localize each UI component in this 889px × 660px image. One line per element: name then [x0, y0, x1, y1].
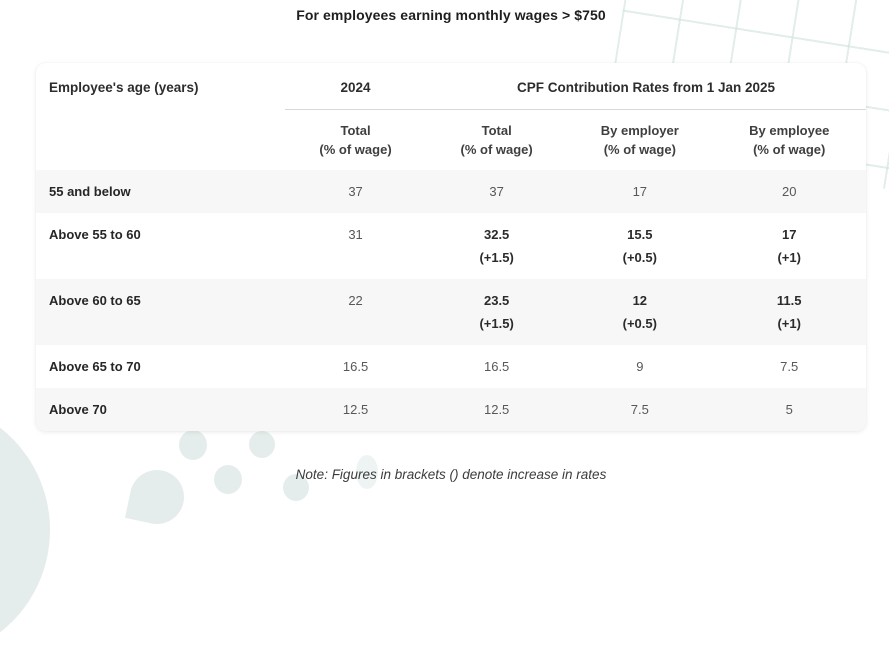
rates-table-card: Employee's age (years) 2024 CPF Contribu… [36, 63, 866, 431]
header-empty [36, 110, 285, 171]
rate-cell: 7.5 [567, 388, 713, 431]
rate-value: 9 [636, 359, 644, 374]
rate-cell: 37 [285, 170, 427, 213]
age-cell: Above 70 [36, 388, 285, 431]
rate-cell: 16.5 [285, 345, 426, 388]
header-row-sub: Total (% of wage) Total (% of wage) By e… [36, 110, 866, 171]
header-by-employee: By employee (% of wage) [712, 110, 866, 171]
header-2025: CPF Contribution Rates from 1 Jan 2025 [426, 63, 866, 110]
rate-increase: (+0.5) [622, 316, 657, 331]
header-row-main: Employee's age (years) 2024 CPF Contribu… [36, 63, 866, 110]
rate-cell: 12.5 [426, 388, 568, 431]
rate-cell: 23.5 (+1.5) [426, 279, 568, 345]
rate-value: 16.5 [483, 359, 510, 374]
rate-cell: 17 [567, 170, 713, 213]
rate-cell: 12.5 [285, 388, 427, 431]
rate-increase: (+1) [777, 316, 801, 331]
rate-value: 17 [781, 227, 797, 242]
table-row: Above 65 to 70 16.5 16.5 9 7.5 [36, 345, 866, 388]
rate-cell: 17 (+1) [712, 213, 866, 279]
rate-value: 17 [632, 184, 648, 199]
rate-cell: 32.5 (+1.5) [426, 213, 567, 279]
header-label: By employee [749, 123, 830, 138]
rate-cell: 15.5 (+0.5) [567, 213, 712, 279]
rate-value: 20 [781, 184, 797, 199]
rate-value: 12 [632, 293, 648, 308]
rate-cell: 12 (+0.5) [567, 279, 713, 345]
age-cell: Above 60 to 65 [36, 279, 285, 345]
rate-value: 7.5 [630, 402, 649, 417]
rate-cell: 7.5 [712, 345, 866, 388]
age-cell: 55 and below [36, 170, 285, 213]
rate-value: 11.5 [776, 293, 802, 308]
header-total-2024: Total (% of wage) [285, 110, 426, 171]
header-by-employer: By employer (% of wage) [567, 110, 712, 171]
header-unit: (% of wage) [753, 142, 826, 157]
rate-value: 16.5 [342, 359, 369, 374]
decorative-dot [179, 430, 207, 460]
rate-value: 7.5 [780, 359, 799, 374]
rate-increase: (+1.5) [479, 316, 514, 331]
cpf-rates-table: Employee's age (years) 2024 CPF Contribu… [36, 63, 866, 431]
rate-value: 23.5 [483, 293, 510, 308]
decorative-dot [249, 431, 275, 458]
header-unit: (% of wage) [319, 142, 392, 157]
header-age: Employee's age (years) [49, 80, 199, 96]
table-row: 55 and below 37 37 17 20 [36, 170, 866, 213]
age-cell: Above 55 to 60 [49, 227, 141, 242]
header-unit: (% of wage) [603, 142, 676, 157]
rate-cell: 9 [567, 345, 712, 388]
rate-cell: 31 [285, 213, 426, 279]
rate-increase: (+1) [777, 250, 801, 265]
rate-value: 22 [348, 293, 363, 308]
rate-value: 15.5 [627, 227, 653, 242]
rate-value: 32.5 [483, 227, 510, 242]
rate-cell: 20 [712, 170, 866, 213]
header-unit: (% of wage) [460, 142, 533, 157]
table-row: Above 55 to 60 31 32.5 (+1.5) 15.5 (+0.5) … [36, 213, 866, 279]
header-2024: 2024 [285, 63, 427, 110]
rate-value: 12.5 [342, 402, 369, 417]
table-row: Above 70 12.5 12.5 7.5 5 [36, 388, 866, 431]
header-label: Total [481, 123, 512, 138]
header-total-2025: Total (% of wage) [426, 110, 567, 171]
rate-increase: (+1.5) [479, 250, 514, 265]
rate-increase: (+0.5) [622, 250, 657, 265]
rate-value: 12.5 [483, 402, 510, 417]
rate-cell: 22 [285, 279, 427, 345]
rate-cell: 5 [712, 388, 866, 431]
rate-cell: 16.5 [426, 345, 567, 388]
rate-value: 31 [348, 227, 363, 242]
rate-value: 37 [489, 184, 504, 199]
header-label: By employer [600, 123, 679, 138]
rate-cell: 11.5 (+1) [712, 279, 866, 345]
footnote: Note: Figures in brackets () denote incr… [295, 467, 607, 482]
rate-cell: 37 [426, 170, 568, 213]
decorative-blob [0, 400, 50, 660]
rate-value: 5 [785, 402, 793, 417]
header-label: Total [340, 123, 371, 138]
rate-value: 37 [348, 184, 363, 199]
table-row: Above 60 to 65 22 23.5 (+1.5) 12 (+0.5) 11… [36, 279, 866, 345]
page-title: For employees earning monthly wages > $7… [296, 7, 606, 23]
age-cell: Above 65 to 70 [49, 359, 141, 374]
